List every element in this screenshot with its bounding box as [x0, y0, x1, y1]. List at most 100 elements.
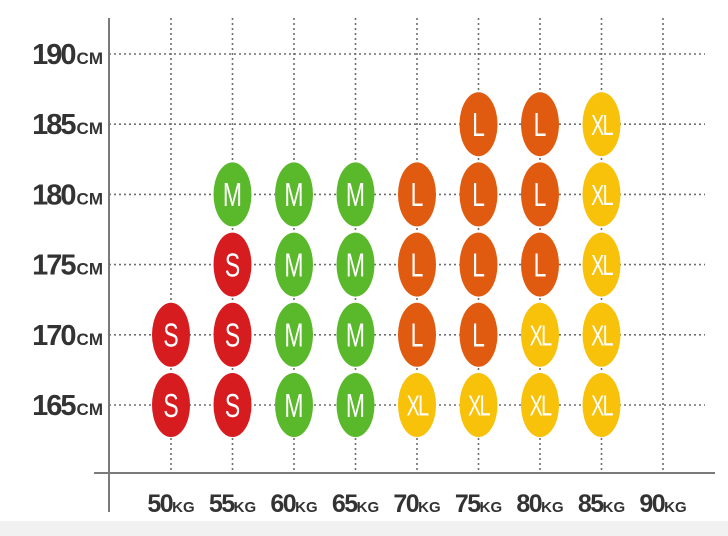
size-bubble-label: XL — [530, 321, 552, 352]
size-bubble-shape — [336, 162, 375, 227]
size-bubble-label: L — [534, 107, 547, 144]
size-bubble-shape — [275, 232, 313, 297]
size-bubble-shape — [398, 373, 436, 437]
size-bubble-shape — [582, 373, 621, 437]
size-bubble-shape — [213, 232, 252, 297]
size-bubble-label: L — [472, 247, 485, 284]
size-bubble-shape — [213, 162, 252, 227]
x-tick-label: 85KG — [578, 490, 625, 518]
y-tick-label: 165 CM — [32, 390, 103, 422]
size-bubble-m: M — [336, 162, 375, 227]
size-bubble-m: M — [275, 162, 313, 227]
size-bubble-shape — [398, 162, 436, 227]
size-bubble-shape — [521, 92, 559, 157]
size-bubble-m: M — [336, 302, 375, 367]
size-bubble-m: M — [336, 373, 375, 437]
x-tick-label: 50KG — [147, 490, 194, 518]
y-tick-label: 170 CM — [32, 320, 103, 352]
size-bubble-m: M — [275, 373, 313, 437]
y-tick-label: 180 CM — [32, 179, 103, 211]
size-bubble-label: L — [534, 247, 547, 284]
size-bubble-label: XL — [591, 321, 613, 352]
size-bubble-xl: XL — [521, 373, 559, 437]
y-tick-label: 185 CM — [32, 109, 103, 141]
size-bubble-label: L — [411, 318, 424, 355]
y-tick-label: 190 CM — [32, 39, 103, 71]
size-bubble-label: M — [284, 247, 303, 284]
size-bubble-label: S — [163, 318, 178, 355]
x-tick-label: 55KG — [209, 490, 256, 518]
size-bubble-shape — [398, 232, 436, 297]
size-bubble-shape — [275, 302, 313, 367]
size-bubble-l: L — [398, 302, 436, 367]
size-bubble-m: M — [336, 232, 375, 297]
size-bubble-s: S — [213, 373, 252, 437]
x-tick-label: 75KG — [455, 490, 502, 518]
size-bubble-shape — [275, 373, 313, 437]
size-bubble-label: L — [472, 107, 485, 144]
size-bubble-shape — [582, 162, 621, 227]
size-bubble-xl: XL — [521, 302, 559, 367]
size-bubble-xl: XL — [398, 373, 436, 437]
size-bubble-label: L — [534, 177, 547, 214]
size-bubble-shape — [582, 232, 621, 297]
x-tick-label: 80KG — [516, 490, 563, 518]
size-bubble-shape — [521, 302, 559, 367]
size-bubble-label: M — [284, 177, 303, 214]
size-bubble-label: XL — [407, 391, 429, 422]
size-bubble-l: L — [521, 92, 559, 157]
size-bubble-l: L — [521, 162, 559, 227]
size-bubble-label: M — [223, 177, 242, 214]
size-bubble-shape — [582, 92, 621, 157]
size-bubbles: L L XLM M M L L L XLS M M L L L XLS S M M L L XL XLS S M M XL XL XL… — [152, 92, 621, 437]
size-bubble-label: L — [472, 177, 485, 214]
size-bubble-shape — [398, 302, 436, 367]
size-bubble-label: M — [346, 177, 365, 214]
size-bubble-shape — [459, 302, 498, 367]
size-bubble-label: M — [284, 388, 303, 425]
size-bubble-label: XL — [591, 251, 613, 282]
size-bubble-l: L — [521, 232, 559, 297]
size-bubble-xl: XL — [582, 232, 621, 297]
y-tick-label: 175 CM — [32, 250, 103, 282]
size-bubble-s: S — [213, 232, 252, 297]
size-bubble-shape — [521, 373, 559, 437]
axes — [94, 18, 715, 512]
size-bubble-xl: XL — [582, 162, 621, 227]
size-bubble-shape — [521, 232, 559, 297]
size-bubble-shape — [275, 162, 313, 227]
size-bubble-xl: XL — [582, 302, 621, 367]
size-bubble-xl: XL — [582, 373, 621, 437]
size-bubble-label: S — [225, 247, 240, 284]
x-axis-ticks: 50KG 55KG 60KG 65KG 70KG 75KG 80KG 85KG 90KG — [147, 490, 686, 518]
size-bubble-label: S — [163, 388, 178, 425]
size-bubble-label: L — [411, 247, 424, 284]
size-bubble-label: S — [225, 318, 240, 355]
size-bubble-label: S — [225, 388, 240, 425]
x-tick-label: 65KG — [332, 490, 379, 518]
size-bubble-s: S — [213, 302, 252, 367]
size-bubble-shape — [213, 302, 252, 367]
size-bubble-label: XL — [591, 110, 613, 141]
size-bubble-m: M — [213, 162, 252, 227]
size-bubble-s: S — [152, 302, 190, 367]
size-bubble-label: XL — [468, 391, 490, 422]
size-bubble-label: M — [346, 318, 365, 355]
size-bubble-l: L — [398, 232, 436, 297]
size-bubble-shape — [213, 373, 252, 437]
size-bubble-shape — [582, 302, 621, 367]
size-bubble-shape — [152, 302, 190, 367]
size-bubble-xl: XL — [459, 373, 498, 437]
size-bubble-l: L — [459, 232, 498, 297]
size-bubble-l: L — [459, 162, 498, 227]
size-bubble-shape — [459, 232, 498, 297]
x-tick-label: 70KG — [393, 490, 440, 518]
size-bubble-shape — [459, 162, 498, 227]
size-bubble-l: L — [459, 92, 498, 157]
size-bubble-label: L — [472, 318, 485, 355]
size-bubble-label: M — [346, 247, 365, 284]
size-bubble-label: M — [284, 318, 303, 355]
size-bubble-label: L — [411, 177, 424, 214]
size-bubble-shape — [521, 162, 559, 227]
